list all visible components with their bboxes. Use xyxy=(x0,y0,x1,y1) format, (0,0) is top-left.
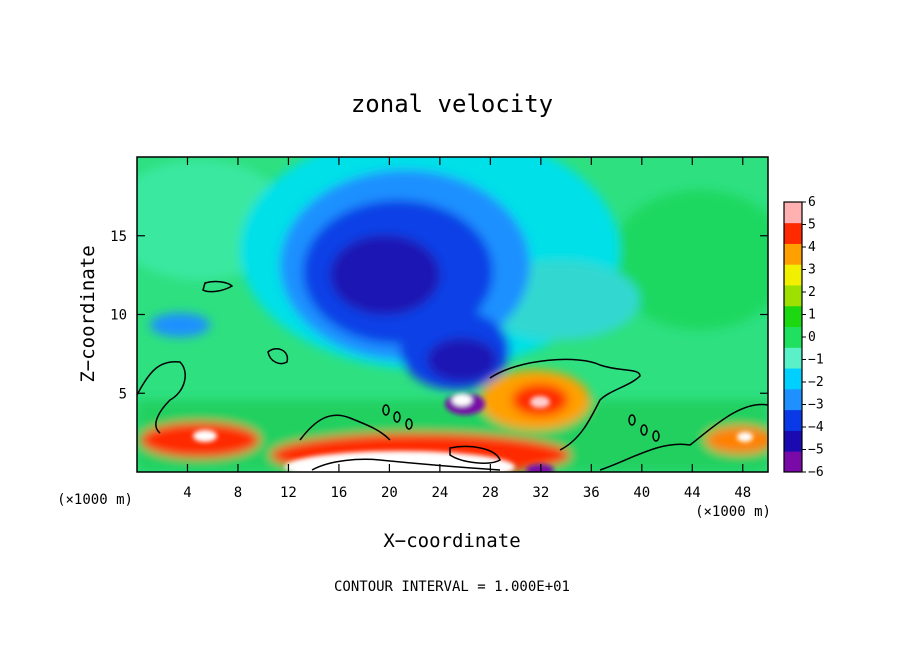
contour-dot-3 xyxy=(405,418,413,430)
contour-dot-4 xyxy=(628,414,636,426)
colorbar-label: 1 xyxy=(808,308,816,323)
colorbar-segment xyxy=(784,326,802,348)
contour-dot-5 xyxy=(640,424,648,436)
field-max-core xyxy=(530,396,550,408)
colorbar-label: −3 xyxy=(808,398,824,413)
colorbar-label: 5 xyxy=(808,218,816,233)
x-tick-label: 36 xyxy=(583,485,600,501)
y-tick-label: 10 xyxy=(110,308,127,324)
colorbar-segment xyxy=(784,451,802,473)
field-violet-floor xyxy=(526,464,554,472)
colorbar-segment xyxy=(784,202,802,224)
contour-small-left xyxy=(267,348,289,365)
contour-interval-footer: CONTOUR INTERVAL = 1.000E+01 xyxy=(334,579,570,595)
colorbar-segment xyxy=(784,243,802,265)
colorbar-segment xyxy=(784,368,802,390)
contour-dot-6 xyxy=(652,430,660,442)
x-tick-label: 24 xyxy=(431,485,448,501)
contour-floor xyxy=(311,458,501,471)
contour-lines xyxy=(137,280,768,471)
field-lower-deep-blue xyxy=(427,338,497,382)
contour-upper-left xyxy=(202,280,234,293)
x-unit-right: (×1000 m) xyxy=(695,504,771,520)
x-axis-label: X−coordinate xyxy=(383,530,520,552)
colorbar-label: −2 xyxy=(808,375,824,390)
y-tick-label: 15 xyxy=(110,229,127,245)
heatmap-field xyxy=(137,157,768,472)
y-axis-label: Z−coordinate xyxy=(77,245,99,382)
y-tick-label: 5 xyxy=(119,386,127,402)
colorbar-segment xyxy=(784,264,802,286)
field-small-blue xyxy=(150,313,210,337)
x-tick-label: 16 xyxy=(330,485,347,501)
y-axis-ticks: 5 10 15 xyxy=(110,229,768,402)
colorbar-label: −4 xyxy=(808,420,824,435)
field-right-white xyxy=(737,432,753,442)
contour-left xyxy=(137,361,186,434)
colorbar-segment xyxy=(784,409,802,431)
colorbar-label: 6 xyxy=(808,195,816,210)
contour-dot-2 xyxy=(393,411,401,423)
colorbar-label: 3 xyxy=(808,263,816,278)
contour-floor-inner xyxy=(449,445,501,464)
x-tick-label: 4 xyxy=(183,485,191,501)
x-tick-label: 48 xyxy=(734,485,751,501)
x-unit-left: (×1000 m) xyxy=(57,492,133,508)
colorbar-label: −6 xyxy=(808,465,824,480)
contour-dot-1 xyxy=(382,404,390,416)
colorbar-segment xyxy=(784,388,802,411)
x-axis-ticks: 4 8 12 16 20 24 28 32 36 40 44 48 xyxy=(183,157,751,501)
field-min-core xyxy=(452,394,472,406)
field-orange-right xyxy=(705,426,768,454)
colorbar-segment xyxy=(784,347,802,369)
colorbar-segment xyxy=(784,222,802,244)
x-tick-label: 44 xyxy=(684,485,701,501)
contour-right xyxy=(599,403,768,471)
field-upper-right xyxy=(610,190,768,330)
colorbar: 6 5 4 3 2 1 0 −1 −2 −3 −4 −5 −6 xyxy=(783,195,824,480)
contour-middle xyxy=(299,414,391,441)
colorbar-label: 4 xyxy=(808,240,816,255)
field-left-white xyxy=(193,430,217,442)
x-tick-label: 40 xyxy=(633,485,650,501)
field-deep-blue xyxy=(330,235,440,315)
contour-right-lobe xyxy=(489,358,641,451)
colorbar-segment xyxy=(784,305,802,328)
x-tick-label: 32 xyxy=(532,485,549,501)
x-tick-label: 28 xyxy=(482,485,499,501)
x-tick-label: 8 xyxy=(234,485,242,501)
colorbar-label: 2 xyxy=(808,285,816,300)
colorbar-segment xyxy=(784,430,802,452)
colorbar-label: −5 xyxy=(808,443,824,458)
x-tick-label: 20 xyxy=(381,485,398,501)
colorbar-label: −1 xyxy=(808,353,824,368)
chart-title: zonal velocity xyxy=(351,90,553,118)
colorbar-label: 0 xyxy=(808,330,816,345)
colorbar-segment xyxy=(784,285,802,307)
x-tick-label: 12 xyxy=(280,485,297,501)
